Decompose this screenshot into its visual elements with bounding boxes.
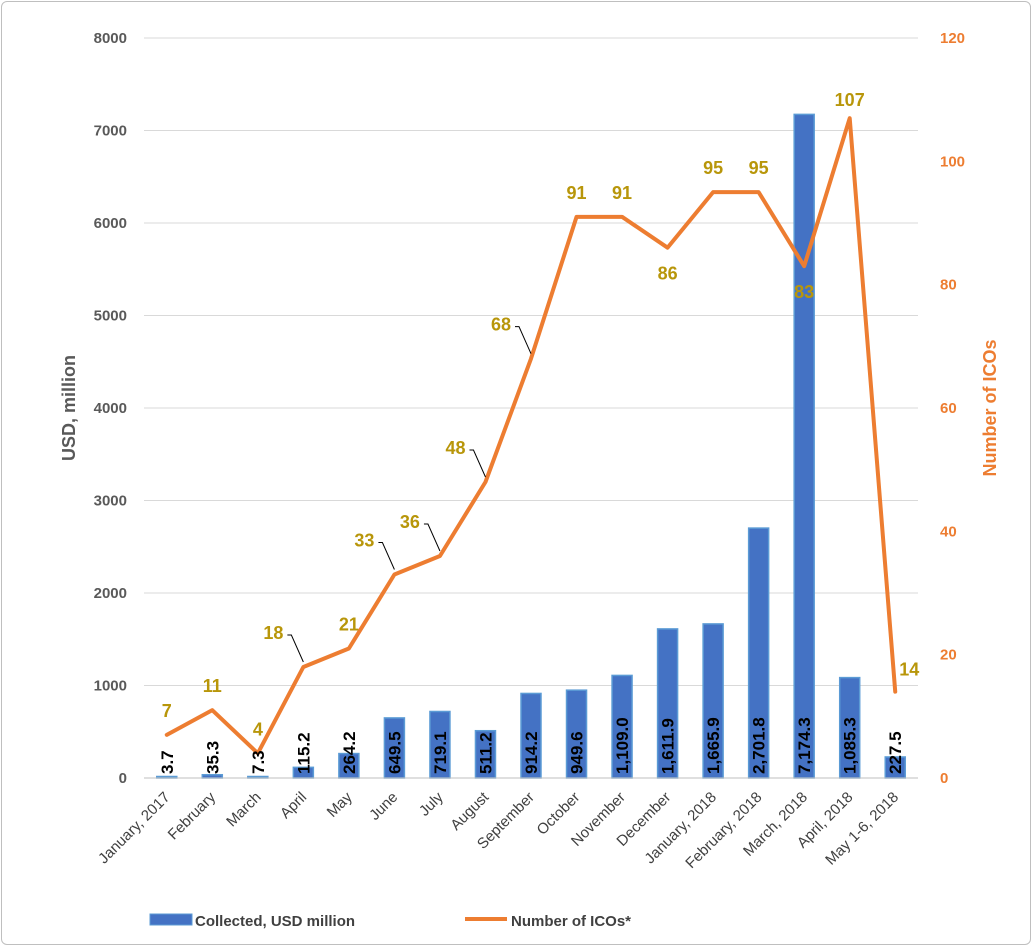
x-tick-label: July bbox=[416, 788, 447, 819]
line-data-label: 14 bbox=[899, 660, 919, 680]
legend-label-bar: Collected, USD million bbox=[195, 913, 355, 930]
bar-data-label: 719.1 bbox=[431, 731, 450, 774]
y-tick-label: 4000 bbox=[94, 400, 127, 417]
x-tick-label: March bbox=[223, 789, 264, 830]
bar-data-label: 35.3 bbox=[203, 741, 222, 774]
line-data-label: 83 bbox=[794, 282, 814, 302]
legend: Collected, USD million Number of ICOs* bbox=[149, 913, 631, 930]
data-label-leader bbox=[469, 449, 486, 478]
line-data-label: 68 bbox=[491, 315, 511, 335]
y-tick-label: 0 bbox=[119, 770, 127, 787]
y-tick-label: 1000 bbox=[94, 678, 127, 695]
data-label-leader bbox=[378, 542, 395, 570]
line-data-label: 4 bbox=[253, 719, 263, 739]
bar bbox=[793, 113, 815, 779]
legend-label-line: Number of ICOs* bbox=[511, 913, 631, 930]
y2-tick-label: 40 bbox=[940, 523, 957, 540]
bar-data-label: 115.2 bbox=[294, 732, 313, 774]
bar-data-label: 227.5 bbox=[886, 731, 905, 774]
x-tick-label: April bbox=[277, 789, 310, 822]
bar-data-label: 264.2 bbox=[340, 731, 359, 774]
line-data-label: 18 bbox=[263, 623, 283, 643]
bar-data-label: 1,109.0 bbox=[613, 717, 632, 774]
y-tick-label: 6000 bbox=[94, 215, 127, 232]
x-tick-label: August bbox=[447, 788, 493, 834]
y-tick-label: 8000 bbox=[94, 30, 127, 47]
line-data-label: 86 bbox=[658, 264, 678, 284]
line-data-label: 95 bbox=[749, 158, 769, 178]
x-tick-label: January, 2017 bbox=[95, 789, 173, 867]
y2-tick-label: 0 bbox=[940, 770, 948, 787]
bar-data-label: 949.6 bbox=[568, 731, 587, 774]
line-data-label: 21 bbox=[339, 615, 359, 635]
y-tick-label: 7000 bbox=[94, 123, 127, 140]
line-data-label: 95 bbox=[703, 158, 723, 178]
bar-data-label: 1,085.3 bbox=[841, 717, 860, 774]
y2-tick-label: 20 bbox=[940, 647, 957, 664]
line-series bbox=[164, 116, 898, 756]
y-axis-title: USD, million bbox=[59, 355, 79, 461]
x-tick-label: February bbox=[165, 788, 220, 843]
y-tick-label: 2000 bbox=[94, 585, 127, 602]
y-tick-label: 3000 bbox=[94, 493, 127, 510]
ico-count-line bbox=[164, 116, 898, 756]
bar-data-label: 649.5 bbox=[385, 731, 404, 774]
line-data-label: 11 bbox=[203, 676, 222, 696]
bar-data-label: 2,701.8 bbox=[750, 717, 769, 774]
line-data-labels: 7 11 4 18 21 33 36 48 68 91 91 86 95 95 83 107 14 bbox=[162, 90, 919, 739]
bar-data-label: 1,611.9 bbox=[659, 718, 678, 774]
y2-tick-label: 100 bbox=[940, 153, 965, 170]
data-label-leader bbox=[515, 326, 532, 354]
data-label-leader bbox=[423, 523, 441, 552]
bar-data-label: 7.3 bbox=[249, 750, 268, 774]
line-data-label: 91 bbox=[612, 183, 632, 203]
y2-axis-title: Number of ICOs bbox=[980, 339, 1000, 476]
line-data-label: 33 bbox=[354, 531, 374, 551]
bar-data-label: 7,174.3 bbox=[795, 717, 814, 774]
x-tick-label: May bbox=[324, 788, 356, 820]
y-tick-label: 5000 bbox=[94, 308, 127, 325]
line-data-label: 36 bbox=[400, 512, 420, 532]
gridlines bbox=[144, 37, 918, 686]
bar-series bbox=[156, 113, 906, 779]
x-tick-label: June bbox=[366, 789, 401, 824]
bar-data-labels: 3.7 35.3 7.3 115.2 264.2 649.5 719.1 511.2 914.2… bbox=[158, 717, 905, 774]
line-data-label: 107 bbox=[835, 90, 865, 110]
bar-data-label: 914.2 bbox=[522, 731, 541, 774]
y2-tick-label: 80 bbox=[940, 277, 957, 294]
bar-data-label: 1,665.9 bbox=[704, 717, 723, 774]
bar-data-label: 511.2 bbox=[476, 732, 495, 774]
bar-data-label: 3.7 bbox=[158, 750, 177, 774]
y2-tick-label: 120 bbox=[940, 30, 965, 47]
line-data-label: 48 bbox=[445, 438, 465, 458]
legend-swatch-bar bbox=[149, 913, 193, 926]
data-label-leader bbox=[287, 634, 304, 663]
line-data-label: 7 bbox=[162, 701, 172, 721]
line-data-label: 91 bbox=[567, 183, 587, 203]
y2-tick-label: 60 bbox=[940, 400, 957, 417]
